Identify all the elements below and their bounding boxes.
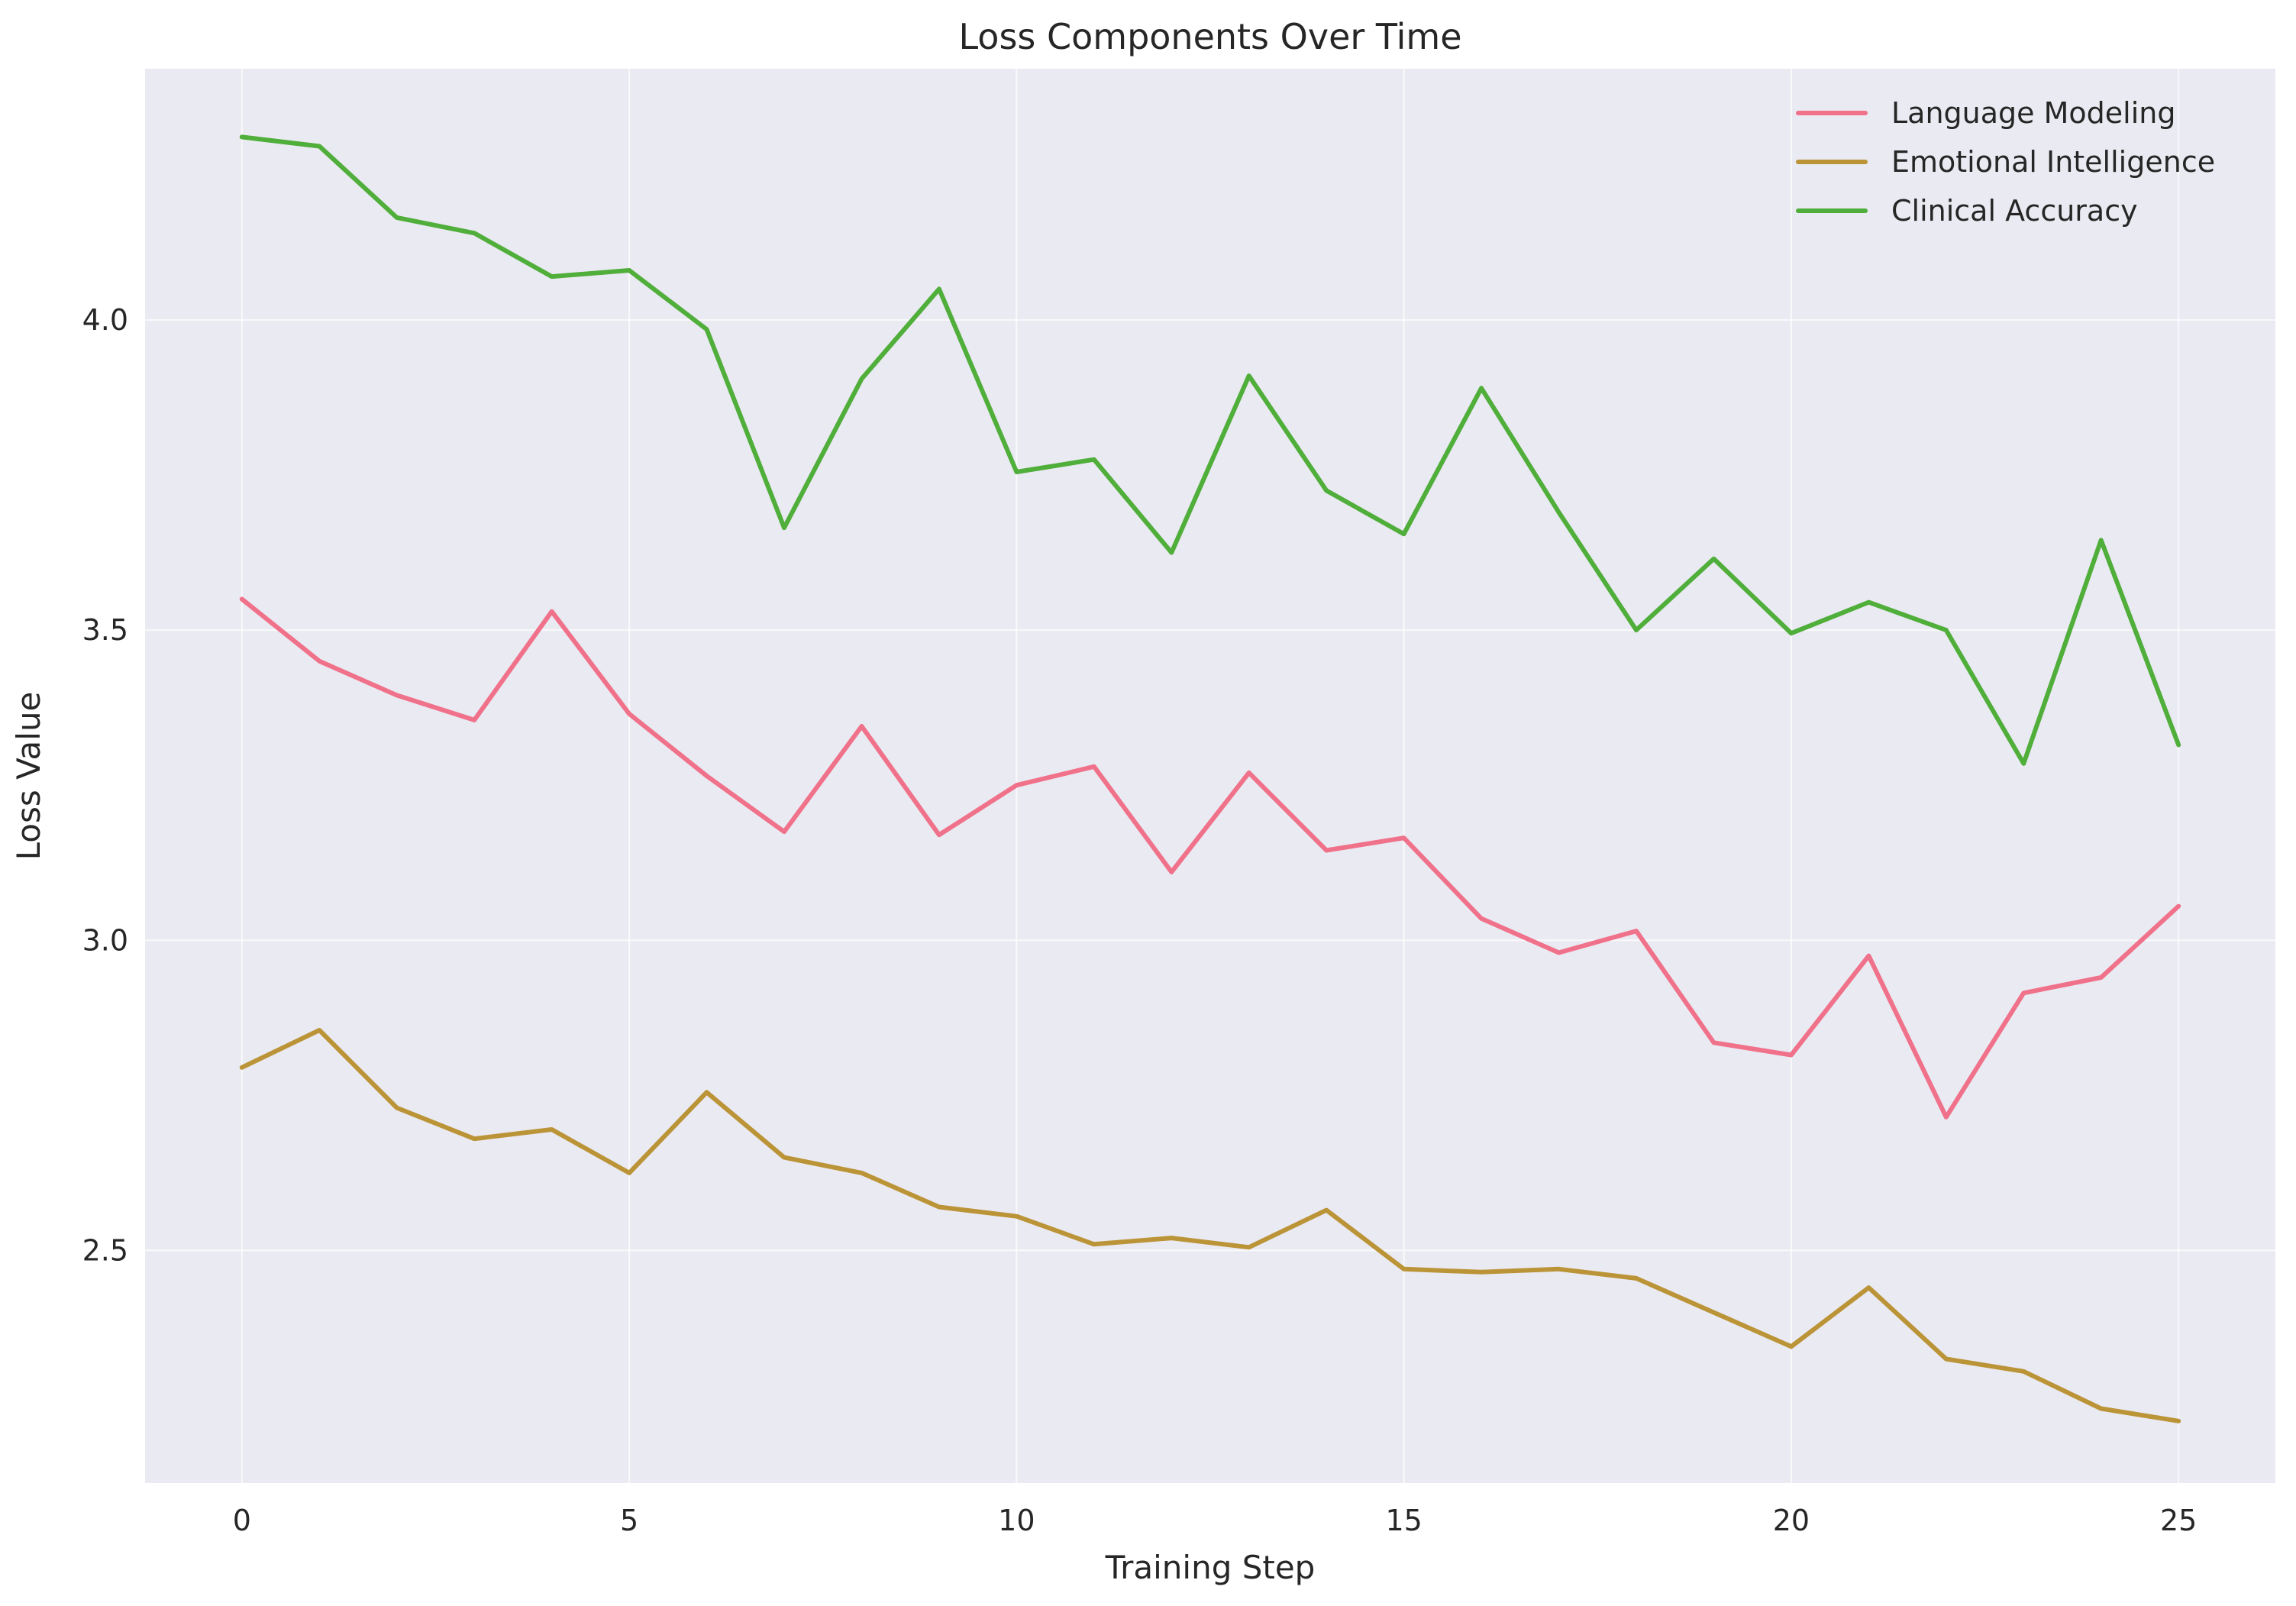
series-line-emotional-intelligence <box>239 1028 2181 1423</box>
x-tick-label: 5 <box>620 1504 638 1537</box>
series-line-clinical-accuracy <box>239 134 2181 766</box>
x-tick-label: 10 <box>998 1504 1035 1537</box>
grid-lines <box>145 69 2275 1483</box>
legend-label: Clinical Accuracy <box>1891 194 2138 228</box>
series-lines <box>239 134 2181 1423</box>
x-tick-label: 15 <box>1385 1504 1422 1537</box>
x-tick-label: 25 <box>2160 1504 2197 1537</box>
x-tick-label: 0 <box>233 1504 251 1537</box>
y-tick-label: 3.0 <box>82 923 128 957</box>
y-tick-label: 4.0 <box>82 303 128 337</box>
tick-labels: 0 5 10 15 20 25 2.5 3.0 3.5 4.0 <box>82 303 2198 1537</box>
series-line-language-modeling <box>239 596 2181 1120</box>
y-axis-title: Loss Value <box>10 692 47 861</box>
y-tick-label: 3.5 <box>82 613 128 647</box>
x-axis-title: Training Step <box>1105 1549 1316 1586</box>
legend-label: Language Modeling <box>1891 96 2175 130</box>
chart-title: Loss Components Over Time <box>958 16 1461 57</box>
y-tick-label: 2.5 <box>82 1233 128 1267</box>
legend: Language Modeling Emotional Intelligence C… <box>1796 96 2215 228</box>
x-tick-label: 20 <box>1773 1504 1810 1537</box>
plot-area <box>145 69 2275 1483</box>
legend-label: Emotional Intelligence <box>1891 145 2215 179</box>
